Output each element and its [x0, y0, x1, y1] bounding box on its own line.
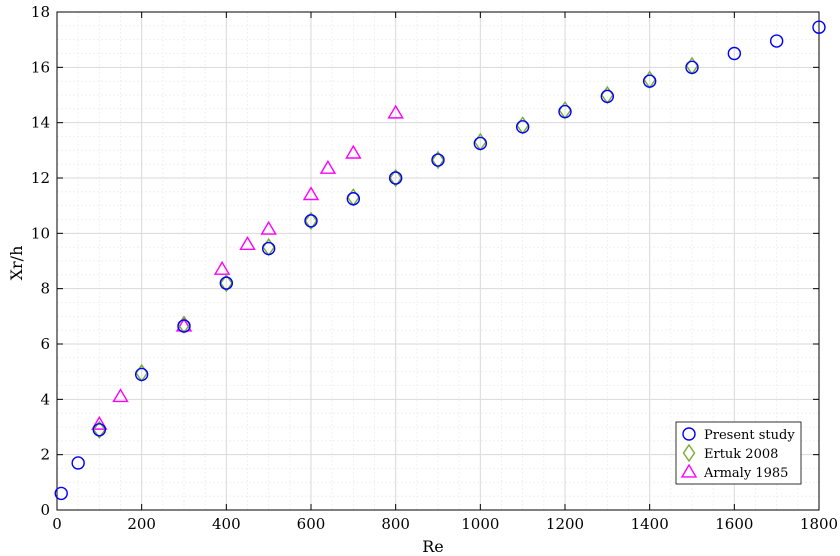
data-point [727, 46, 742, 61]
legend: Present study Ertuk 2008 Armaly 1985 [675, 421, 802, 485]
data-point [346, 192, 361, 206]
data-point [112, 388, 129, 403]
data-point [642, 74, 657, 88]
data-point [769, 34, 784, 48]
y-tick-label: 2 [40, 446, 50, 464]
data-point [600, 89, 615, 104]
x-axis-label: Re [422, 537, 444, 556]
series-circle [54, 20, 826, 501]
x-tick-label: 600 [297, 515, 326, 533]
data-point [261, 241, 276, 256]
legend-label: Armaly 1985 [703, 466, 788, 481]
data-point [388, 171, 403, 185]
data-point [219, 273, 233, 293]
data-point [431, 153, 445, 167]
x-tick-label: 1800 [800, 515, 838, 533]
y-tick-label: 0 [40, 501, 50, 519]
data-point [260, 220, 277, 235]
legend-marker [682, 427, 696, 441]
data-point [515, 120, 530, 134]
data-point [54, 486, 68, 501]
x-tick-label: 1000 [461, 515, 499, 533]
x-tick-label: 0 [52, 515, 62, 533]
data-point [134, 367, 149, 382]
legend-box [675, 421, 802, 485]
data-point [685, 60, 699, 75]
data-point [558, 104, 572, 119]
data-point [345, 144, 362, 159]
data-point [302, 186, 320, 201]
data-point [219, 276, 234, 290]
data-point [239, 236, 256, 251]
y-axis-label: Xr/h [7, 246, 26, 281]
y-tick-label: 10 [31, 224, 50, 242]
data-point [431, 150, 445, 170]
data-point [387, 104, 404, 119]
y-tick-label: 18 [31, 3, 50, 21]
x-tick-label: 400 [212, 515, 241, 533]
data-markers [54, 20, 826, 501]
y-tick-label: 8 [40, 280, 50, 298]
y-tick-label: 4 [40, 390, 50, 408]
data-point [92, 423, 107, 437]
data-point [213, 260, 231, 275]
y-tick-label: 16 [31, 58, 50, 76]
data-point [389, 168, 403, 188]
data-point [91, 415, 108, 430]
legend-marker [680, 463, 698, 478]
x-tick-label: 800 [381, 515, 410, 533]
data-point [304, 211, 318, 231]
data-point [71, 456, 85, 470]
axes: 0 200 400 600 800 1000 1200 1400 1600 1800 0 2 4 6 8 10… [31, 3, 838, 533]
x-tick-label: 1600 [715, 515, 753, 533]
legend-label: Present study [704, 428, 795, 443]
data-point [92, 420, 106, 440]
y-tick-label: 12 [31, 169, 50, 187]
x-tick-label: 1200 [546, 515, 584, 533]
data-point [175, 317, 193, 332]
data-point [177, 319, 191, 333]
x-tick-label: 200 [127, 515, 156, 533]
legend-label: Ertuk 2008 [704, 447, 778, 462]
y-tick-label: 14 [31, 114, 50, 132]
data-point [319, 159, 337, 174]
plot-frame [56, 11, 820, 511]
legend-marker [682, 443, 696, 463]
series-triangle [91, 104, 404, 430]
x-tick-label: 1400 [631, 515, 669, 533]
y-tick-label: 6 [40, 335, 50, 353]
data-point [473, 136, 488, 151]
data-point [812, 20, 826, 34]
data-point [304, 214, 318, 228]
